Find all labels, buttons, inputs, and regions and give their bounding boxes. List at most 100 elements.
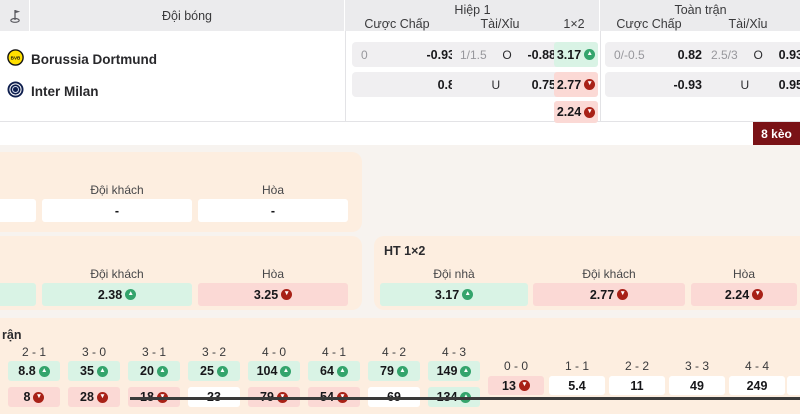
draw-odds-cell[interactable]: 2.24 xyxy=(691,283,797,306)
score-odds-cell[interactable]: 13 xyxy=(488,376,544,395)
ft-handicap-away-cell[interactable]: -0.93 xyxy=(605,72,711,97)
score-odds-cell[interactable]: 35 xyxy=(68,361,120,381)
score-header: 4 - 4 xyxy=(744,359,769,373)
team-row-home: BVB Borussia Dortmund xyxy=(7,49,157,69)
divider xyxy=(600,31,601,121)
away-odds-cell[interactable]: 2.77 xyxy=(533,283,685,306)
trend-down-icon xyxy=(617,289,629,300)
trend-down-icon xyxy=(96,391,108,403)
away-column-label: Đội khách xyxy=(582,267,636,281)
header-fulltime-cell xyxy=(600,0,800,31)
header-flag-cell xyxy=(0,0,29,31)
score-header: 4 - 2 xyxy=(381,345,406,359)
odds-count-badge[interactable]: 8 kèo xyxy=(753,122,800,145)
ft-over-cell[interactable]: 2.5/3 O 0.93 xyxy=(703,42,800,67)
home-odds-cell-partial xyxy=(0,199,36,222)
trend-up-icon xyxy=(460,365,472,377)
draw-column-label: Hòa xyxy=(261,183,284,197)
score-header: 3 - 1 xyxy=(141,345,166,359)
svg-text:BVB: BVB xyxy=(11,56,21,61)
trend-up-icon xyxy=(125,289,137,300)
score-odds-cell[interactable]: 8 xyxy=(8,387,60,407)
corner-flag-icon xyxy=(8,7,22,29)
h1-handicap-away-cell[interactable]: 0.8 xyxy=(352,72,464,97)
trend-up-icon xyxy=(584,49,596,60)
ft-overunder-header: Tài/Xỉu xyxy=(728,17,768,31)
score-odds-cell[interactable]: 79 xyxy=(368,361,420,381)
score-header: 4 - 0 xyxy=(261,345,286,359)
score-odds-cell[interactable]: 8.8 xyxy=(8,361,60,381)
header-half1-cell xyxy=(345,0,599,31)
trend-up-icon xyxy=(280,365,292,377)
divider xyxy=(0,121,800,122)
h1-over-cell[interactable]: 1/1.5 O -0.88 xyxy=(452,42,564,67)
away-odds-cell: - xyxy=(42,199,192,222)
trend-down-icon xyxy=(33,391,45,403)
trend-down-icon xyxy=(518,380,530,391)
home-odds-cell-partial[interactable] xyxy=(0,283,36,306)
score-header: 2 - 1 xyxy=(21,345,46,359)
h1-handicap-header: Cược Chấp xyxy=(364,17,430,31)
ht-1x2-panel: HT 1×2 Đội nhà Đội khách Hòa 3.17 2.77 2… xyxy=(374,236,800,310)
trend-down-icon xyxy=(584,79,596,90)
trend-up-icon xyxy=(336,365,348,377)
ft-handicap-header: Cược Chấp xyxy=(616,17,682,31)
header-team-cell: Đội bóng xyxy=(30,0,344,31)
half1-header: Hiệp 1 xyxy=(454,3,491,17)
score-header: 3 - 0 xyxy=(81,345,106,359)
score-odds-cell[interactable]: 64 xyxy=(308,361,360,381)
borussia-dortmund-logo-icon: BVB xyxy=(7,49,24,69)
panel-title-partial: rận xyxy=(2,328,22,342)
trend-up-icon xyxy=(216,365,228,377)
score-odds-cell[interactable]: 20 xyxy=(128,361,180,381)
ft-under-cell[interactable]: U 0.95 xyxy=(703,72,800,97)
away-team-name: Inter Milan xyxy=(31,83,99,99)
h1-1x2-home-cell[interactable]: 3.17 xyxy=(554,42,598,67)
trend-down-icon xyxy=(584,106,596,118)
h1-1x2-draw-cell[interactable]: 2.24 xyxy=(554,101,598,123)
team-column-header: Đội bóng xyxy=(161,9,213,23)
trend-up-icon xyxy=(396,365,408,377)
h1-1x2-away-cell[interactable]: 2.77 xyxy=(554,72,598,97)
draw-column-label: Hòa xyxy=(261,267,284,281)
score-odds-cell[interactable]: 25 xyxy=(188,361,240,381)
score-odds-cell[interactable]: 28 xyxy=(68,387,120,407)
draw-odds-cell[interactable]: 3.25 xyxy=(198,283,348,306)
draw-odds-cell: - xyxy=(198,199,348,222)
h1-overunder-header: Tài/Xỉu xyxy=(480,17,520,31)
score-odds-cell[interactable]: 5.4 xyxy=(549,376,605,395)
score-header: 3 - 3 xyxy=(684,359,709,373)
score-header: 3 - 2 xyxy=(201,345,226,359)
divider xyxy=(130,397,800,400)
score-odds-cell[interactable]: 49 xyxy=(669,376,725,395)
away-odds-cell[interactable]: 2.38 xyxy=(42,283,192,306)
score-header: 1 - 1 xyxy=(564,359,589,373)
away-column-label: Đội khách xyxy=(90,267,144,281)
home-odds-cell[interactable]: 3.17 xyxy=(380,283,528,306)
score-odds-cell[interactable]: 249 xyxy=(729,376,785,395)
trend-up-icon xyxy=(156,365,168,377)
inter-milan-logo-icon xyxy=(7,81,24,101)
ft-handicap-home-cell[interactable]: 0/-0.5 0.82 xyxy=(605,42,711,67)
h1-1x2-header: 1×2 xyxy=(563,17,585,31)
draw-column-label: Hòa xyxy=(732,267,755,281)
team-row-away: Inter Milan xyxy=(7,81,99,101)
score-odds-cell[interactable]: 149 xyxy=(428,361,480,381)
score-header: 2 - 2 xyxy=(624,359,649,373)
score-header: 0 - 0 xyxy=(503,359,528,373)
score-odds-cell[interactable]: 104 xyxy=(248,361,300,381)
trend-up-icon xyxy=(462,289,474,300)
trend-up-icon xyxy=(96,365,108,377)
score-header: 4 - 1 xyxy=(321,345,346,359)
fulltime-header: Toàn trận xyxy=(674,3,727,17)
trend-up-icon xyxy=(38,365,50,377)
score-odds-cell[interactable]: 11 xyxy=(609,376,665,395)
away-column-label: Đội khách xyxy=(90,183,144,197)
h1-under-cell[interactable]: U 0.75 xyxy=(452,72,564,97)
home-team-name: Borussia Dortmund xyxy=(31,51,158,67)
trend-down-icon xyxy=(752,289,764,300)
h1-handicap-home-cell[interactable]: 0 -0.93 xyxy=(352,42,464,67)
panel-title: HT 1×2 xyxy=(384,244,426,258)
divider xyxy=(345,31,346,121)
ft-1x2-panel: Đội khách Hòa 2.38 3.25 xyxy=(0,236,362,310)
